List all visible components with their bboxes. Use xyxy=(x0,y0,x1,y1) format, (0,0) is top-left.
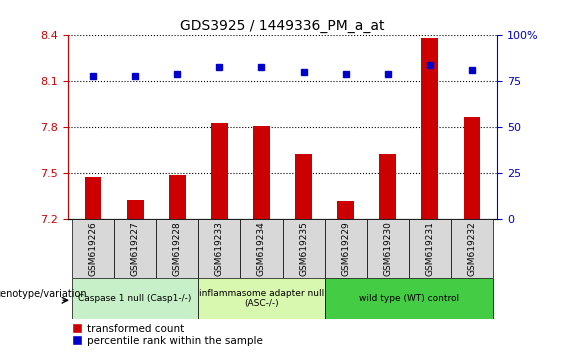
Text: wild type (WT) control: wild type (WT) control xyxy=(359,294,459,303)
Legend: transformed count, percentile rank within the sample: transformed count, percentile rank withi… xyxy=(73,324,262,346)
Bar xyxy=(211,123,228,219)
Text: GSM619234: GSM619234 xyxy=(257,221,266,276)
Bar xyxy=(295,154,312,219)
Bar xyxy=(169,175,186,219)
Bar xyxy=(325,278,493,319)
Bar xyxy=(198,219,240,278)
Bar xyxy=(85,177,102,219)
Bar xyxy=(367,219,409,278)
Bar xyxy=(451,219,493,278)
Bar xyxy=(325,219,367,278)
Bar xyxy=(463,117,480,219)
Bar xyxy=(253,126,270,219)
Text: GSM619233: GSM619233 xyxy=(215,221,224,276)
Bar xyxy=(409,219,451,278)
Bar xyxy=(72,278,198,319)
Text: GSM619232: GSM619232 xyxy=(467,221,476,276)
Text: GSM619227: GSM619227 xyxy=(131,221,140,276)
Bar xyxy=(198,278,325,319)
Bar xyxy=(379,154,396,219)
Title: GDS3925 / 1449336_PM_a_at: GDS3925 / 1449336_PM_a_at xyxy=(180,19,385,33)
Text: Caspase 1 null (Casp1-/-): Caspase 1 null (Casp1-/-) xyxy=(79,294,192,303)
Bar xyxy=(72,219,114,278)
Bar xyxy=(240,219,282,278)
Bar xyxy=(114,219,156,278)
Bar xyxy=(127,200,144,219)
Bar xyxy=(421,39,438,219)
Text: GSM619230: GSM619230 xyxy=(383,221,392,276)
Bar xyxy=(337,201,354,219)
Text: inflammasome adapter null
(ASC-/-): inflammasome adapter null (ASC-/-) xyxy=(199,289,324,308)
Text: GSM619229: GSM619229 xyxy=(341,221,350,276)
Text: GSM619226: GSM619226 xyxy=(89,221,98,276)
Text: GSM619228: GSM619228 xyxy=(173,221,182,276)
Bar xyxy=(156,219,198,278)
Bar xyxy=(282,219,325,278)
Text: genotype/variation: genotype/variation xyxy=(0,289,86,299)
Text: GSM619235: GSM619235 xyxy=(299,221,308,276)
Text: GSM619231: GSM619231 xyxy=(425,221,434,276)
